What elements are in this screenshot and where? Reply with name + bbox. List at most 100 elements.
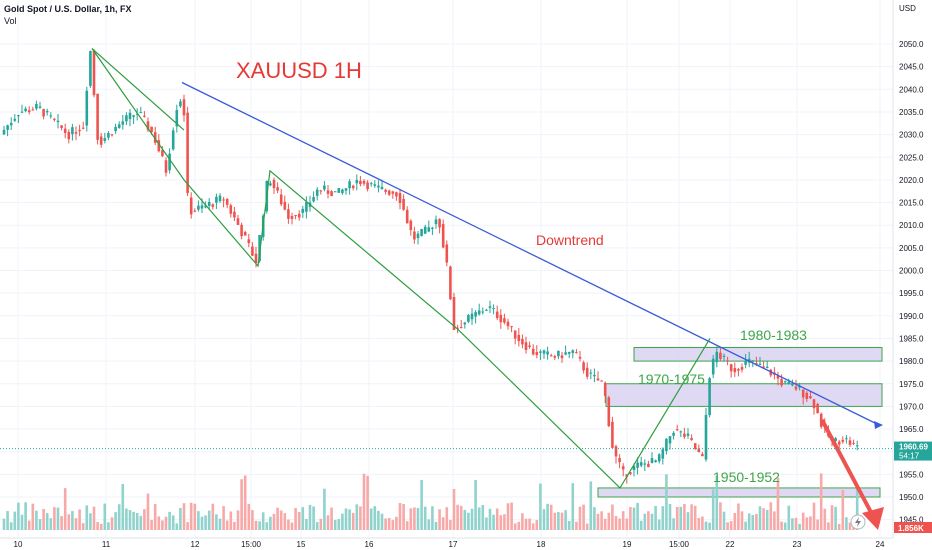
candle-body [6, 125, 9, 130]
candle-body [837, 441, 841, 445]
candle-body [38, 106, 42, 108]
volume-bar [287, 519, 290, 530]
volume-bar [49, 518, 53, 530]
volume-bar [816, 519, 819, 530]
candle-body [794, 386, 798, 390]
candle-body [272, 179, 276, 189]
projection-arrowhead [862, 507, 884, 530]
candle-body [146, 121, 150, 130]
volume-bar [333, 519, 337, 530]
candle-body [96, 93, 99, 140]
candle-body [247, 239, 251, 244]
candle-body [236, 218, 240, 225]
candle-body [571, 350, 575, 353]
y-tick-label: 1995.0 [899, 289, 924, 298]
candle-body [614, 446, 618, 457]
candle-body [618, 458, 621, 463]
volume-bar [830, 505, 834, 530]
volume-bar [13, 511, 17, 530]
candle-body [477, 310, 481, 315]
volume-bar [459, 505, 463, 530]
volume-bar [481, 505, 485, 530]
volume-bar [135, 512, 139, 530]
candle-body [798, 385, 801, 388]
candle-body [305, 202, 308, 212]
candle-body [168, 153, 171, 171]
volume-bar [222, 506, 225, 530]
volume-bar [686, 512, 690, 530]
candle-body [517, 334, 521, 342]
candle-body [74, 132, 78, 134]
volume-bar [791, 518, 794, 530]
candle-body [319, 190, 323, 192]
volume-bar [827, 522, 830, 530]
candle-body [344, 188, 348, 191]
volume-bar [495, 508, 499, 530]
candle-body [647, 463, 650, 468]
candle-body [391, 191, 395, 194]
candle-body [24, 108, 27, 112]
y-tick-label: 1970.0 [899, 402, 924, 411]
volume-bar [96, 522, 99, 530]
currency-label: USD [899, 4, 916, 13]
symbol-header: Gold Spot / U.S. Dollar, 1h, FX [4, 4, 132, 14]
volume-bar [71, 511, 74, 530]
candle-body [128, 112, 132, 120]
zone-box [597, 487, 881, 498]
candle-body [355, 180, 359, 184]
candle-body [481, 311, 485, 313]
candle-body [567, 351, 571, 354]
volume-bar [67, 514, 71, 530]
volume-bar [657, 519, 661, 530]
volume-bar [6, 511, 9, 530]
candle-body [243, 232, 247, 236]
candle-body [783, 381, 787, 383]
candle-body [744, 360, 747, 365]
candle-body [711, 358, 715, 375]
volume-bar [99, 523, 103, 530]
volume-bar [431, 506, 434, 530]
y-tick-label: 2010.0 [899, 221, 924, 230]
volume-bar [279, 510, 283, 530]
volume-bar [560, 512, 564, 530]
volume-bar [758, 506, 762, 530]
volume-bar [438, 509, 441, 530]
volume-bar [751, 514, 755, 530]
volume-bar [121, 483, 125, 530]
candle-body [384, 189, 387, 192]
candle-body [222, 199, 225, 201]
volume-bar [744, 521, 747, 530]
volume-bar [683, 504, 686, 530]
candle-body [657, 454, 661, 462]
candle-body [157, 140, 161, 152]
candle-body [546, 351, 549, 355]
volume-bars [2, 473, 859, 530]
candle-body [218, 195, 222, 202]
volume-bar [837, 523, 841, 530]
volume-bar [81, 523, 85, 530]
volume-bar [161, 520, 164, 530]
volume-bar [362, 473, 366, 530]
volume-bar [218, 518, 222, 530]
volume-bar [312, 506, 315, 530]
volume-bar [693, 505, 697, 530]
candle-body [204, 205, 207, 208]
volume-bar [600, 511, 603, 530]
volume-bar [103, 503, 107, 530]
zigzag-wave [91, 48, 711, 489]
volume-bar [636, 502, 639, 530]
volume-value: 1.856K [898, 524, 924, 533]
volume-bar [384, 518, 387, 530]
volume-bar [463, 509, 467, 530]
volume-bar [74, 518, 78, 530]
volume-bar [535, 520, 539, 530]
candle-body [611, 421, 614, 448]
candle-body [729, 364, 733, 372]
volume-bar [607, 512, 611, 530]
candle-body [805, 392, 809, 399]
candle-body [229, 205, 233, 214]
volume-bar [740, 511, 744, 530]
volume-bar [117, 504, 121, 530]
